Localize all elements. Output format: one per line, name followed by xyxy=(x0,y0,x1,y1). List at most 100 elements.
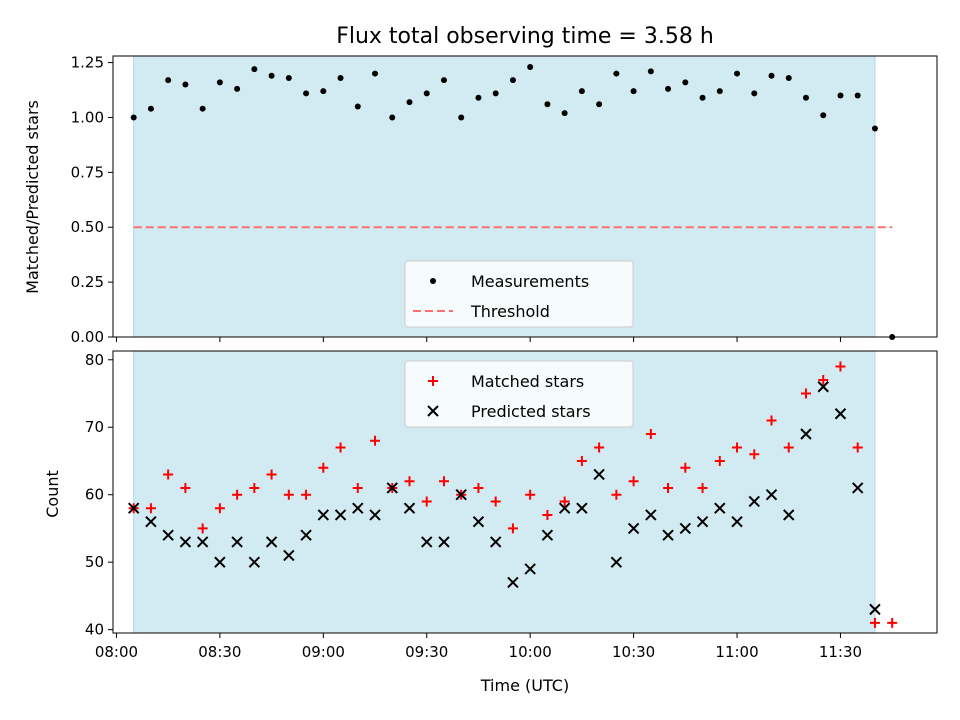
top-y-tick-label: 0.00 xyxy=(71,328,104,346)
matched-star-point xyxy=(576,455,587,466)
predicted-star-point xyxy=(283,549,295,562)
predicted-star-point xyxy=(731,515,743,528)
matched-star-point xyxy=(490,496,501,507)
top-panel: Matched/Predicted stars 0.00 0.25 0.50 0.75… xyxy=(23,54,938,346)
measurement-point xyxy=(492,90,499,97)
measurement-point xyxy=(854,92,861,99)
matched-star-point xyxy=(404,476,415,487)
matched-star-point xyxy=(697,482,708,493)
matched-star-point xyxy=(473,482,484,493)
measurement-point xyxy=(320,88,327,95)
measurement-point xyxy=(544,101,551,108)
predicted-star-point xyxy=(610,556,623,568)
bottom-legend: Matched stars Predicted stars xyxy=(404,360,634,428)
measurement-point xyxy=(440,77,447,84)
measurement-point xyxy=(802,94,809,101)
predicted-star-point xyxy=(317,509,330,521)
bottom-panel: Count 40 50 60 70 80 08:00 08:30 09:00 09:30 10:0… xyxy=(43,350,938,661)
top-y-tick-label: 0.50 xyxy=(71,218,104,236)
x-tick-label: 10:30 xyxy=(612,643,655,661)
measurement-point xyxy=(596,101,603,108)
predicted-star-point xyxy=(662,529,674,541)
matched-star-point xyxy=(714,455,725,466)
measurement-point xyxy=(837,92,844,99)
measurement-point xyxy=(613,70,620,77)
bottom-y-tick-label: 40 xyxy=(85,621,104,639)
matched-star-point xyxy=(318,462,329,473)
measurement-point xyxy=(389,114,396,121)
predicted-star-point xyxy=(231,536,243,548)
predicted-star-point xyxy=(645,509,657,521)
matched-star-point xyxy=(266,469,277,480)
measurement-point xyxy=(820,112,827,119)
matched-star-point xyxy=(594,442,605,453)
x-tick-label: 10:00 xyxy=(509,643,552,661)
predicted-star-point xyxy=(127,502,140,514)
matched-star-point xyxy=(680,462,691,473)
matched-star-point xyxy=(783,442,794,453)
matched-star-point xyxy=(628,476,639,487)
measurement-point xyxy=(768,72,775,79)
bottom-y-tick-label: 50 xyxy=(85,553,104,571)
predicted-star-point xyxy=(352,502,364,514)
measurement-point xyxy=(785,74,792,81)
predicted-star-point xyxy=(489,536,502,548)
predicted-star-point xyxy=(783,509,795,521)
predicted-star-point xyxy=(800,428,812,440)
matched-star-point xyxy=(249,482,260,493)
matched-star-point xyxy=(180,482,191,493)
matched-star-point xyxy=(197,523,208,534)
bottom-axes-frame xyxy=(112,350,938,634)
legend-label: Predicted stars xyxy=(471,402,591,421)
x-tick-label: 11:00 xyxy=(715,643,758,661)
measurement-point xyxy=(682,79,689,86)
matched-star-point xyxy=(335,442,346,453)
predicted-star-point xyxy=(386,482,398,494)
matched-star-point xyxy=(800,388,811,399)
predicted-star-point xyxy=(179,536,192,548)
measurement-point xyxy=(475,94,482,101)
x-axis-label: Time (UTC) xyxy=(480,676,569,695)
predicted-star-point xyxy=(714,502,726,514)
predicted-star-point xyxy=(145,515,157,528)
top-legend: Measurements Threshold xyxy=(404,260,634,328)
measurement-point xyxy=(372,70,379,77)
predicted-star-point xyxy=(248,556,261,568)
matched-star-point xyxy=(301,489,312,500)
matched-star-point xyxy=(283,489,294,500)
measurement-point xyxy=(630,88,637,95)
matched-star-point xyxy=(232,489,243,500)
predicted-star-point xyxy=(265,536,278,548)
matched-star-point xyxy=(766,415,777,426)
measurement-point xyxy=(216,79,223,86)
predicted-star-point xyxy=(765,488,778,501)
matched-star-point xyxy=(611,489,622,500)
measurement-point xyxy=(423,90,430,97)
matched-star-point xyxy=(542,509,553,520)
predicted-star-point xyxy=(472,515,485,528)
predicted-star-point xyxy=(851,482,864,494)
measurement-point xyxy=(527,63,534,70)
measurement-point xyxy=(665,85,672,92)
measurement-point xyxy=(716,88,723,95)
matched-star-point xyxy=(163,469,174,480)
predicted-star-point xyxy=(541,529,554,541)
measurement-point xyxy=(303,90,310,97)
bottom-y-tick-label: 70 xyxy=(85,418,104,436)
predicted-star-point xyxy=(679,522,692,535)
predicted-star-point xyxy=(627,522,640,535)
measurement-point xyxy=(147,105,154,112)
x-tick-label: 09:30 xyxy=(405,643,448,661)
predicted-star-point xyxy=(438,536,450,548)
measurement-point xyxy=(458,114,465,121)
measurement-point xyxy=(734,70,741,77)
matched-star-point xyxy=(869,617,880,628)
measurement-point xyxy=(509,77,516,84)
matched-star-point xyxy=(835,361,846,372)
x-tick-label: 08:00 xyxy=(95,643,138,661)
predicted-star-point xyxy=(696,515,709,528)
matched-star-point xyxy=(663,482,674,493)
legend-predicted-marker xyxy=(427,405,439,417)
matched-star-point xyxy=(559,496,570,507)
